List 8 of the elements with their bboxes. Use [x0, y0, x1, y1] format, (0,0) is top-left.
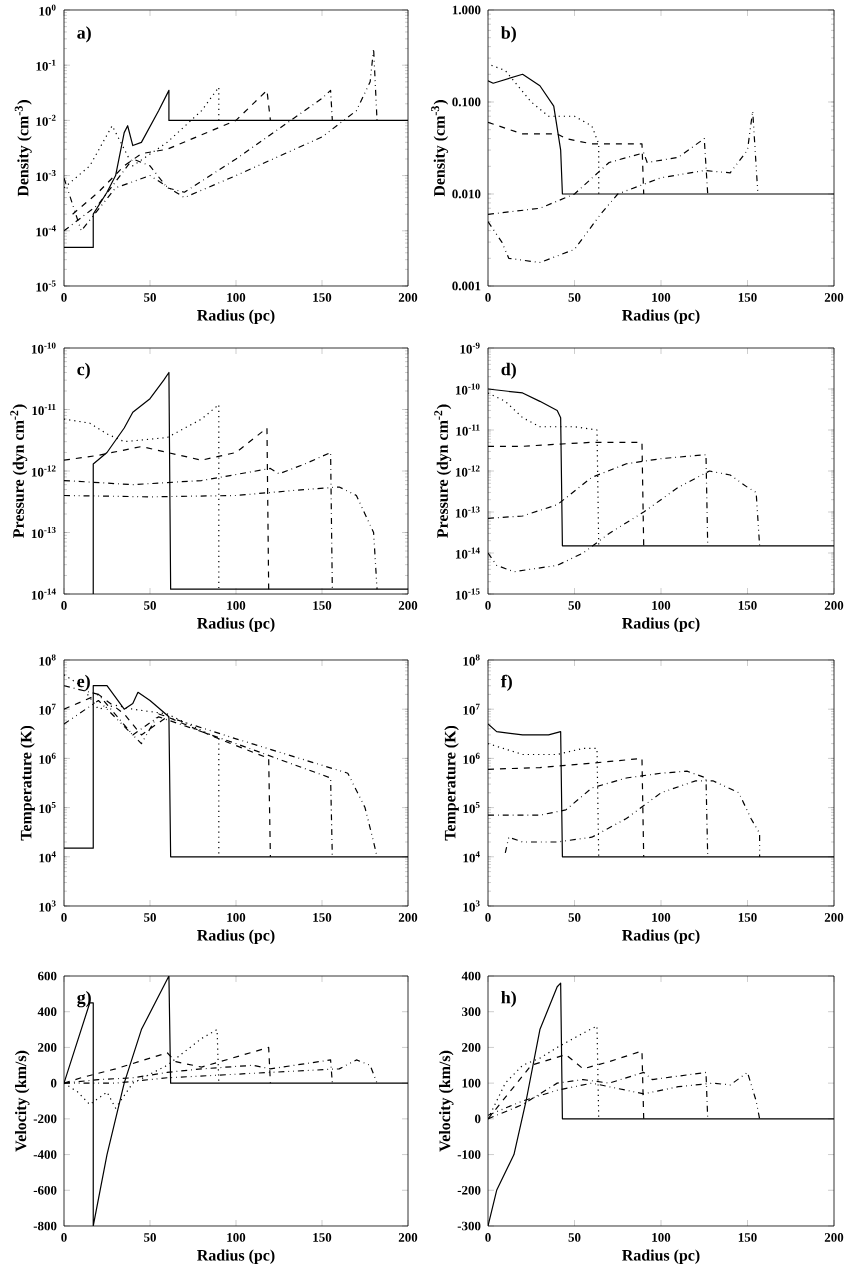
- annotation: d): [501, 362, 516, 379]
- annotation: a): [77, 26, 91, 43]
- annotation: b): [500, 26, 516, 43]
- annotation: c): [77, 362, 90, 379]
- annotation: g): [77, 990, 91, 1008]
- annotation: h): [501, 990, 516, 1008]
- annotation: f): [500, 674, 512, 692]
- annotation: e): [77, 674, 90, 691]
